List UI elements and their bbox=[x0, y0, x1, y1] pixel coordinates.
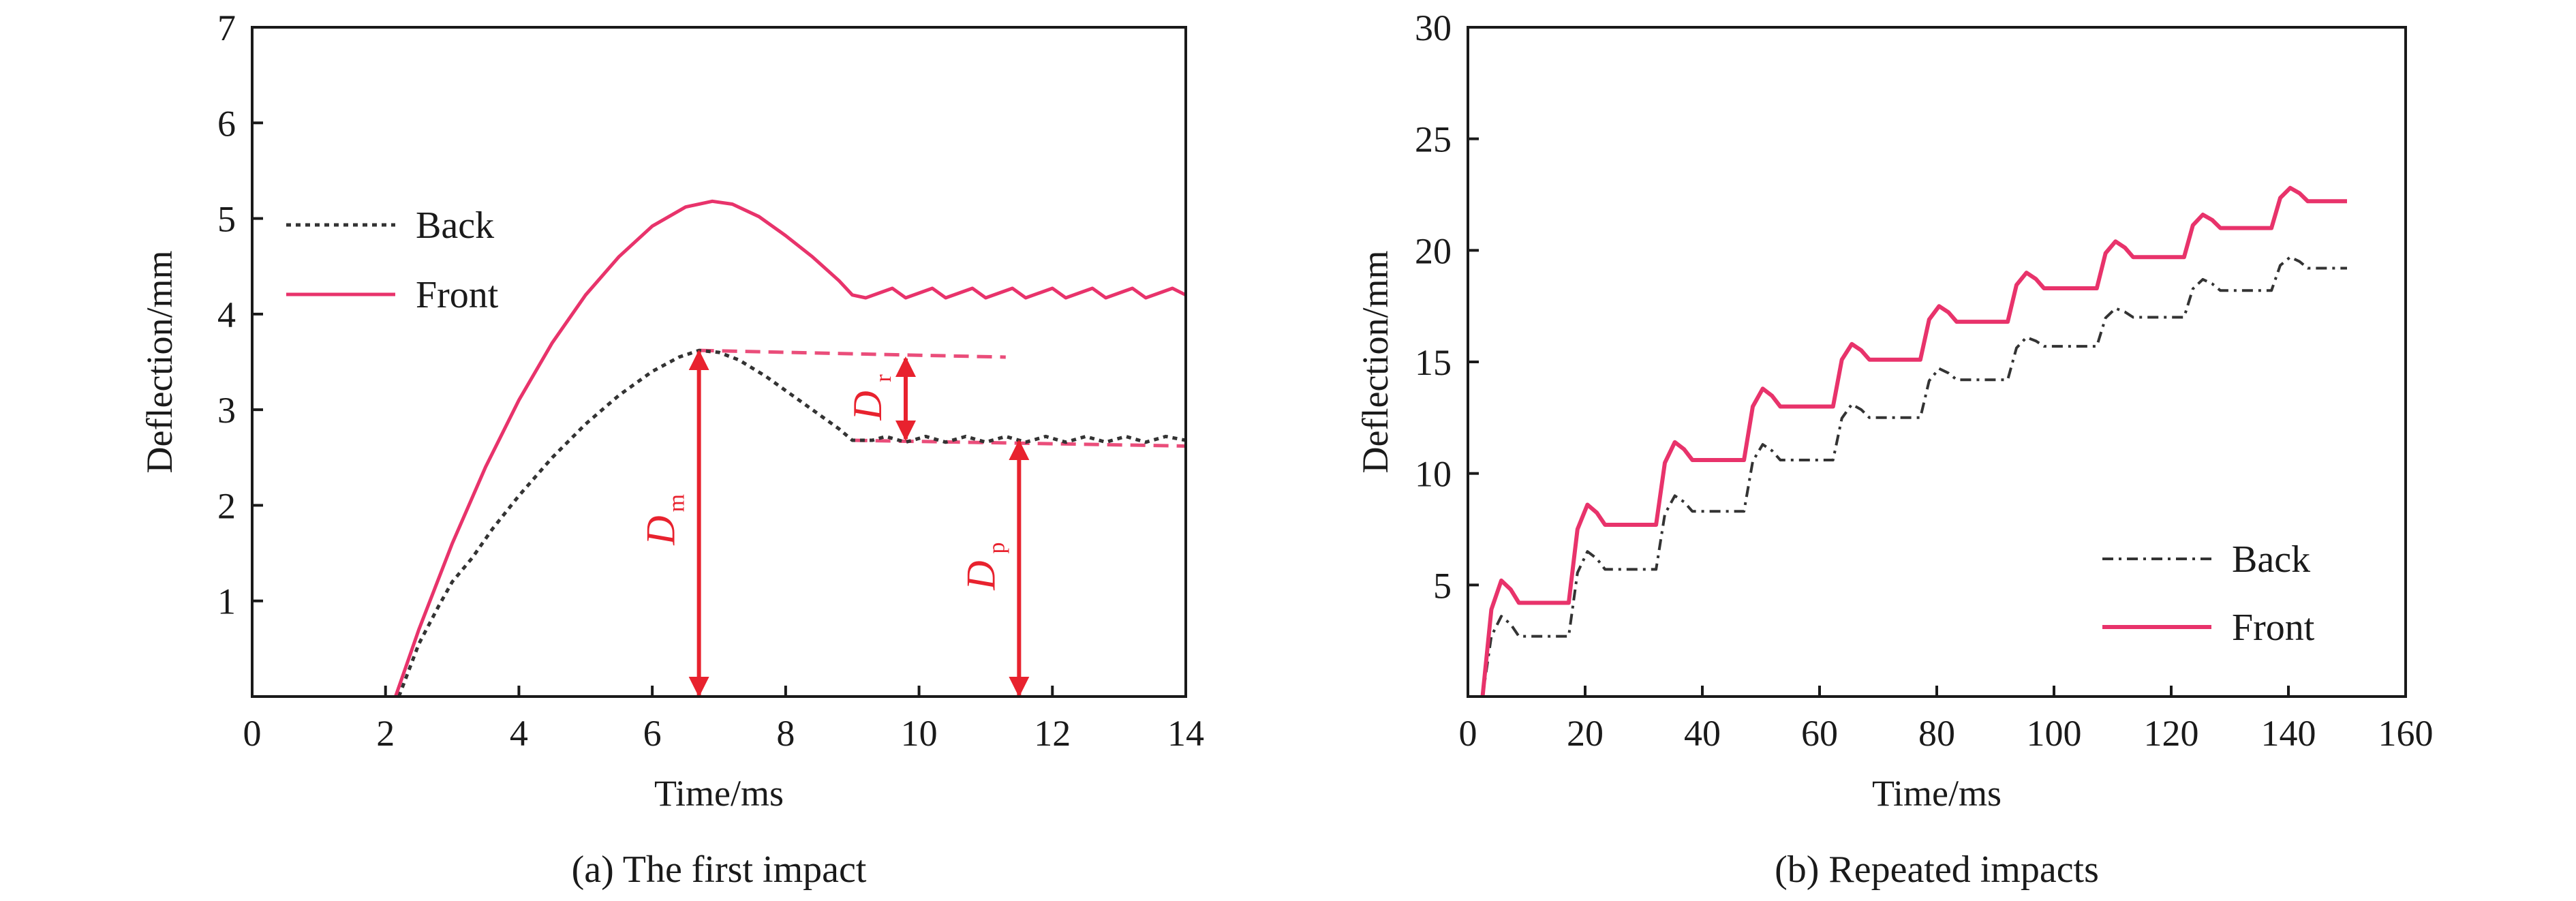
y-tick-label: 5 bbox=[1433, 565, 1452, 606]
annotation-subscript: m bbox=[664, 494, 690, 512]
panel-b-x-axis-title: Time/ms bbox=[1872, 773, 2002, 814]
legend-label-front: Front bbox=[2232, 607, 2315, 649]
y-tick-label: 1 bbox=[217, 581, 236, 622]
reference-dashed-line bbox=[699, 348, 1006, 359]
panel-b-legend: Back Front bbox=[2102, 538, 2315, 649]
legend-label-back: Back bbox=[416, 204, 494, 247]
x-tick-label: 8 bbox=[776, 713, 795, 754]
x-tick-label: 14 bbox=[1167, 713, 1204, 754]
x-tick-label: 4 bbox=[510, 713, 528, 754]
y-tick-label: 15 bbox=[1415, 342, 1452, 383]
annotation-letter: D bbox=[639, 515, 684, 545]
y-tick-label: 10 bbox=[1415, 454, 1452, 495]
y-tick-label: 2 bbox=[217, 485, 236, 526]
panel-b-ticks: 0 20 40 60 80 100 120 140 160 5 10 15 20 25 30 bbox=[1415, 7, 2434, 754]
panel-b-y-axis-title: Deflection/mm bbox=[1355, 251, 1396, 474]
y-tick-label: 3 bbox=[217, 390, 236, 431]
panel-repeated-impacts: 0 20 40 60 80 100 120 140 160 5 10 15 20 25 30 Time/ms… bbox=[1355, 7, 2434, 891]
x-tick-label: 0 bbox=[243, 713, 262, 754]
x-tick-label: 6 bbox=[643, 713, 662, 754]
legend-label-front: Front bbox=[416, 274, 499, 316]
annotation-letter: D bbox=[958, 560, 1003, 590]
annotation-label-p: Dp bbox=[958, 543, 1009, 591]
y-tick-label: 25 bbox=[1415, 119, 1452, 160]
y-tick-label: 5 bbox=[217, 199, 236, 240]
x-tick-label: 12 bbox=[1034, 713, 1071, 754]
x-tick-label: 80 bbox=[1918, 713, 1955, 754]
panel-a-x-axis-title: Time/ms bbox=[654, 773, 784, 814]
annotation-subscript: p bbox=[984, 543, 1009, 554]
panel-a-caption: (a) The first impact bbox=[572, 849, 867, 891]
x-tick-label: 40 bbox=[1684, 713, 1721, 754]
x-tick-label: 120 bbox=[2144, 713, 2199, 754]
panel-a-legend: Back Front bbox=[286, 204, 499, 316]
panel-b-plot-frame bbox=[1467, 26, 2407, 698]
annotation-subscript: r bbox=[871, 374, 896, 382]
x-tick-label: 100 bbox=[2027, 713, 2082, 754]
x-tick-label: 160 bbox=[2378, 713, 2434, 754]
x-tick-label: 60 bbox=[1801, 713, 1838, 754]
panel-b-series bbox=[1480, 185, 2347, 697]
x-tick-label: 20 bbox=[1567, 713, 1604, 754]
y-tick-label: 20 bbox=[1415, 230, 1452, 271]
x-tick-label: 140 bbox=[2261, 713, 2316, 754]
panel-a-series bbox=[394, 199, 1187, 697]
y-tick-label: 30 bbox=[1415, 7, 1452, 48]
y-tick-label: 4 bbox=[217, 294, 236, 335]
series-line-back bbox=[397, 348, 1186, 697]
y-tick-label: 6 bbox=[217, 103, 236, 144]
panel-a-reference-lines bbox=[699, 348, 1186, 448]
x-tick-label: 10 bbox=[901, 713, 938, 754]
series-line-front bbox=[1480, 185, 2347, 697]
panel-a-y-axis-title: Deflection/mm bbox=[139, 251, 180, 474]
annotation-letter: D bbox=[845, 391, 890, 421]
x-tick-label: 2 bbox=[376, 713, 395, 754]
x-tick-label: 0 bbox=[1459, 713, 1477, 754]
annotation-label-r: Dr bbox=[845, 374, 896, 421]
y-tick-label: 7 bbox=[217, 7, 236, 48]
series-line-front bbox=[394, 199, 1187, 697]
panel-b-caption: (b) Repeated impacts bbox=[1775, 849, 2099, 891]
series-line-back bbox=[1481, 256, 2347, 697]
legend-label-back: Back bbox=[2232, 538, 2310, 581]
panel-a-plot-frame bbox=[251, 26, 1187, 698]
annotation-label-m: Dm bbox=[639, 494, 690, 546]
